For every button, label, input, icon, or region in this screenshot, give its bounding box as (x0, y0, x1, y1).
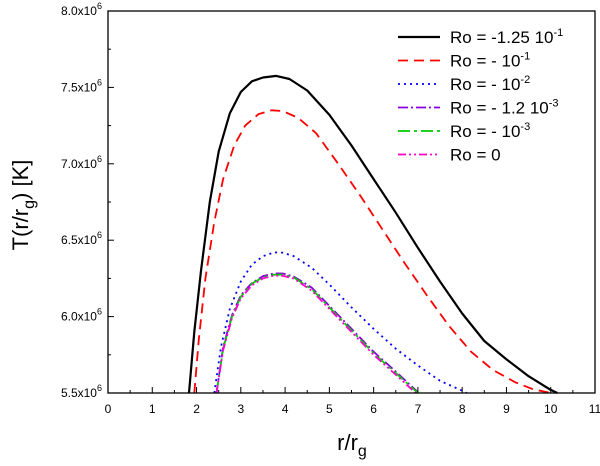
x-axis-title: r/rg (337, 430, 367, 460)
x-tick-label: 3 (237, 402, 244, 416)
y-tick-label: 7.5x106 (61, 77, 102, 94)
y-tick-label: 6.5x106 (61, 230, 102, 247)
series-line-1 (187, 74, 558, 394)
plot-frame (107, 10, 596, 394)
x-tick-label: 4 (282, 402, 289, 416)
x-tick-label: 2 (193, 402, 200, 416)
y-tick-label: 7.0x106 (61, 154, 102, 171)
legend: Ro = -1.25 10-1 Ro = - 10-1 Ro = - 10-2 Ro … (398, 27, 563, 165)
x-axis-ticks: 0 1 2 3 4 5 6 7 8 9 10 11 (105, 387, 600, 416)
y-tick-label: 6.0x106 (61, 307, 102, 324)
x-tick-label: 1 (149, 402, 156, 416)
legend-label-2: Ro = - 10-1 (450, 51, 530, 71)
legend-label-5: Ro = - 10-3 (450, 121, 530, 141)
x-tick-label: 8 (459, 402, 466, 416)
legend-label-6: Ro = 0 (450, 146, 501, 165)
x-tick-label: 11 (589, 402, 600, 416)
series-line-2 (193, 109, 551, 394)
legend-label-4: Ro = - 1.2 10-3 (450, 98, 559, 118)
x-tick-label: 5 (326, 402, 333, 416)
series-curves (187, 74, 558, 394)
legend-label-3: Ro = - 10-2 (450, 74, 530, 94)
series-line-6 (215, 274, 417, 394)
series-line-3 (213, 251, 468, 394)
y-tick-label: 5.5x106 (61, 383, 102, 400)
x-tick-label: 9 (503, 402, 510, 416)
y-axis-title: T(r/rg) [K] (8, 160, 38, 251)
y-tick-label: 8.0x106 (61, 1, 102, 18)
x-tick-label: 6 (370, 402, 377, 416)
legend-label-1: Ro = -1.25 10-1 (450, 27, 563, 47)
x-tick-label: 0 (105, 402, 112, 416)
y-axis-ticks: 5.5x106 6.0x106 6.5x106 7.0x106 7.5x106 8.0x1… (61, 1, 114, 400)
x-tick-label: 7 (415, 402, 422, 416)
x-tick-label: 10 (544, 402, 558, 416)
